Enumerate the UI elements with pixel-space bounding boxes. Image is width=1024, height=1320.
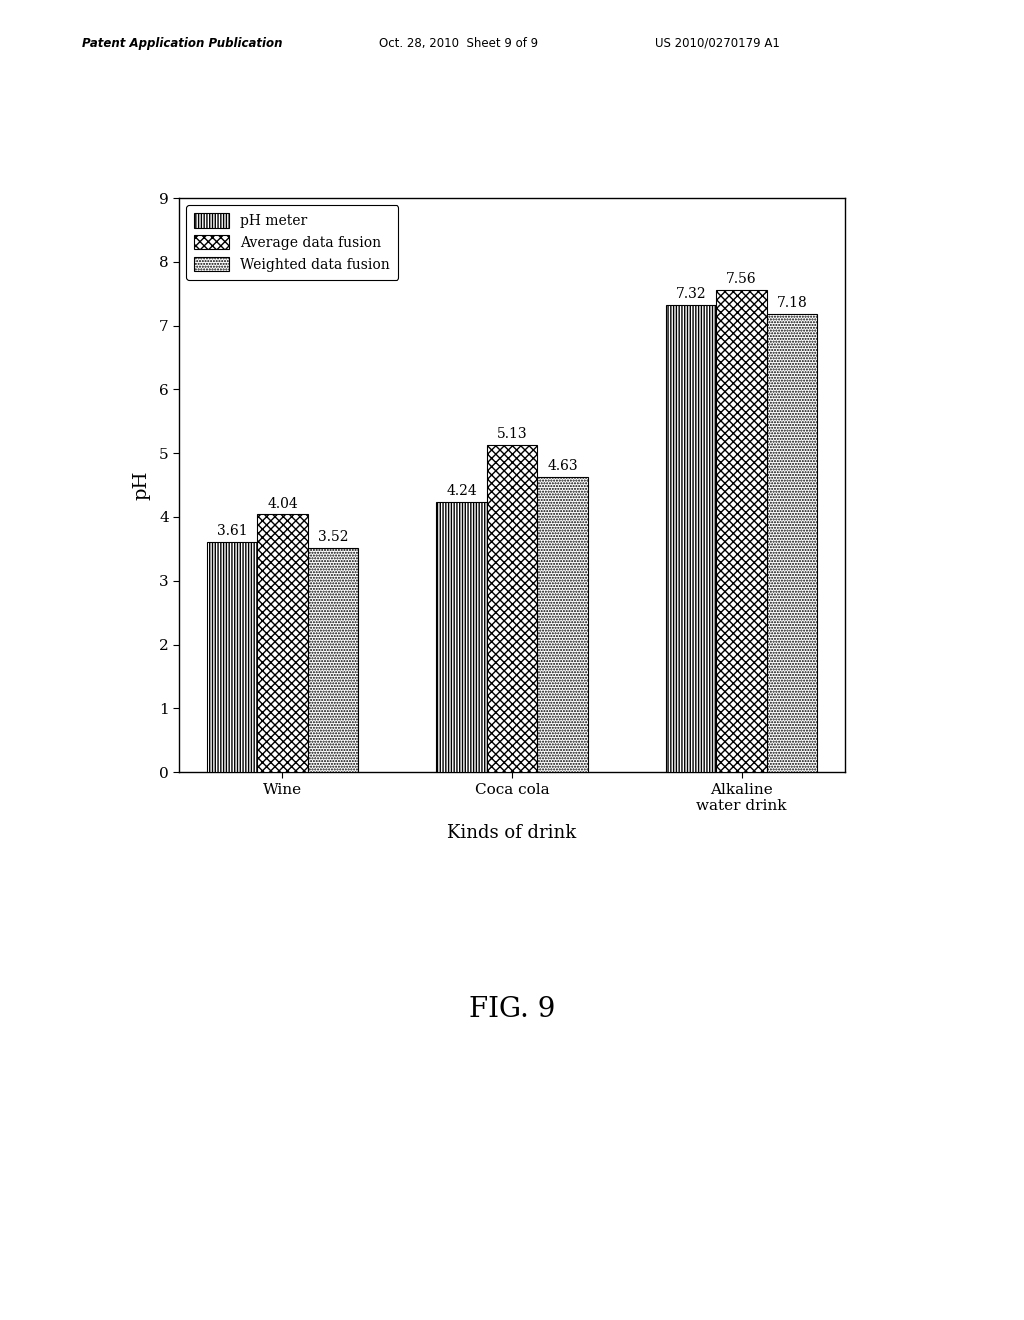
Bar bbox=[436, 502, 486, 772]
Bar bbox=[716, 290, 767, 772]
Text: Patent Application Publication: Patent Application Publication bbox=[82, 37, 283, 50]
Legend: pH meter, Average data fusion, Weighted data fusion: pH meter, Average data fusion, Weighted … bbox=[186, 205, 398, 280]
Text: 5.13: 5.13 bbox=[497, 428, 527, 441]
Bar bbox=[767, 314, 817, 772]
Text: Oct. 28, 2010  Sheet 9 of 9: Oct. 28, 2010 Sheet 9 of 9 bbox=[379, 37, 538, 50]
Text: 4.63: 4.63 bbox=[547, 459, 578, 473]
Text: 3.61: 3.61 bbox=[217, 524, 248, 539]
Text: 7.18: 7.18 bbox=[776, 296, 807, 310]
Bar bbox=[666, 305, 716, 772]
X-axis label: Kinds of drink: Kinds of drink bbox=[447, 824, 577, 842]
Bar bbox=[486, 445, 538, 772]
Text: 7.56: 7.56 bbox=[726, 272, 757, 286]
Text: US 2010/0270179 A1: US 2010/0270179 A1 bbox=[655, 37, 780, 50]
Y-axis label: pH: pH bbox=[133, 470, 151, 500]
Text: 4.24: 4.24 bbox=[446, 484, 477, 498]
Text: FIG. 9: FIG. 9 bbox=[469, 997, 555, 1023]
Text: 4.04: 4.04 bbox=[267, 496, 298, 511]
Bar bbox=[538, 477, 588, 772]
Bar bbox=[207, 543, 257, 772]
Text: 7.32: 7.32 bbox=[676, 288, 707, 301]
Text: 3.52: 3.52 bbox=[317, 529, 348, 544]
Bar bbox=[308, 548, 358, 772]
Bar bbox=[257, 515, 308, 772]
